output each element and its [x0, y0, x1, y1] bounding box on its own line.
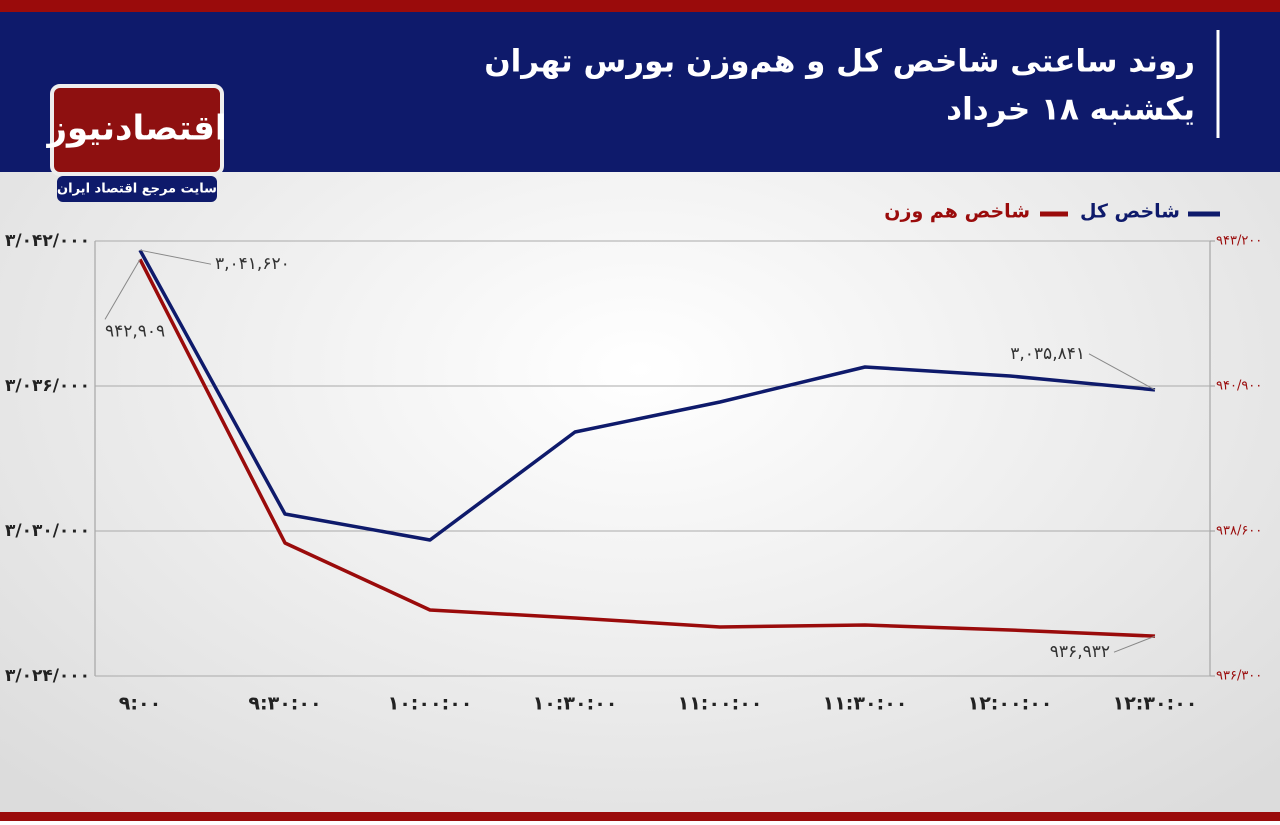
y-tick-label: ۳/۰۲۴/۰۰۰ — [5, 666, 90, 686]
leader-line — [104, 259, 141, 320]
y2-tick-label: ۹۴۳/۲۰۰ — [1216, 234, 1262, 249]
x-tick-label: ۹:۳۰:۰۰ — [248, 693, 321, 715]
legend-label: شاخص هم وزن — [884, 201, 1030, 223]
leader-line — [139, 249, 212, 265]
y2-tick-label: ۹۳۸/۶۰۰ — [1216, 524, 1262, 539]
logo-name: اقتصادنیوز — [45, 109, 226, 149]
logo-box — [50, 84, 224, 176]
data-label: ۹۳۶,۹۳۲ — [1050, 642, 1110, 662]
x-tick-label: ۱۰:۰۰:۰۰ — [388, 693, 473, 715]
x-tick-label: ۹:۰۰ — [119, 693, 161, 715]
series-line — [138, 258, 1156, 638]
data-label: ۳,۰۳۵,۸۴۱ — [1010, 344, 1085, 364]
data-label: ۹۴۲,۹۰۹ — [105, 321, 165, 341]
top-stripe — [0, 0, 1280, 12]
y2-tick-label: ۹۳۶/۳۰۰ — [1216, 669, 1262, 684]
y-tick-label: ۳/۰۳۰/۰۰۰ — [5, 521, 90, 541]
legend-label: شاخص کل — [1080, 201, 1180, 223]
x-tick-label: ۱۲:۳۰:۰۰ — [1113, 693, 1198, 715]
series-line — [138, 249, 1156, 542]
chart-title: روند ساعتی شاخص کل و هم‌وزن بورس تهران — [484, 44, 1195, 80]
leader-line — [1113, 635, 1156, 653]
y-tick-label: ۳/۰۳۶/۰۰۰ — [5, 376, 90, 396]
logo-tagline: سایت مرجع اقتصاد ایران — [57, 182, 217, 197]
x-tick-label: ۱۰:۳۰:۰۰ — [533, 693, 618, 715]
logo-tagline-box — [57, 176, 217, 202]
y2-tick-label: ۹۴۰/۹۰۰ — [1216, 379, 1262, 394]
data-label: ۳,۰۴۱,۶۲۰ — [215, 254, 290, 274]
leader-line — [1088, 353, 1156, 391]
x-tick-label: ۱۱:۰۰:۰۰ — [678, 693, 763, 715]
y-tick-label: ۳/۰۴۲/۰۰۰ — [5, 231, 90, 251]
chart-subtitle: یکشنبه ۱۸ خرداد — [946, 92, 1195, 128]
bottom-stripe — [0, 812, 1280, 821]
x-tick-label: ۱۱:۳۰:۰۰ — [823, 693, 908, 715]
x-tick-label: ۱۲:۰۰:۰۰ — [968, 693, 1053, 715]
